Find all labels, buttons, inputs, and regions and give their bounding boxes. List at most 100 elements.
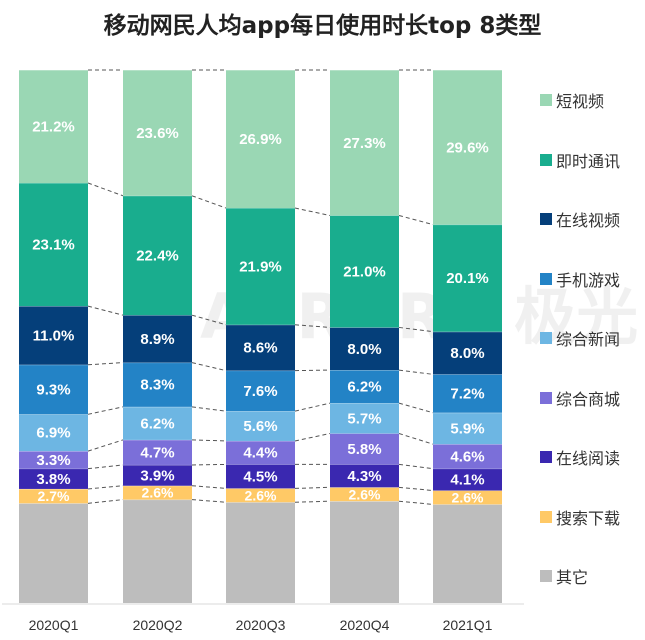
data-label: 4.7% (140, 444, 174, 461)
data-label: 6.9% (36, 425, 70, 442)
bar-segment (226, 324, 295, 371)
connector-line (87, 485, 124, 490)
connector-line (191, 485, 227, 489)
legend-item: 手机游戏 (540, 269, 620, 290)
data-label: 2.6% (349, 486, 381, 502)
bar-segment (330, 327, 399, 371)
connector-line (87, 499, 124, 504)
bar-segment (123, 439, 192, 465)
data-label: 4.5% (243, 468, 277, 485)
data-label: 2.6% (452, 489, 484, 505)
bar-segment (123, 406, 192, 440)
bar-segment (226, 440, 295, 465)
bars (19, 69, 502, 603)
x-tick-label: 2020Q3 (236, 617, 286, 633)
connector-line (294, 369, 331, 372)
connector-line (191, 362, 227, 372)
data-label: 23.6% (136, 125, 179, 142)
bar-segment (123, 499, 192, 603)
legend-item: 搜索下载 (540, 507, 620, 528)
bar-segment (433, 412, 502, 445)
data-label: 4.6% (450, 448, 484, 465)
bar-segment (19, 414, 88, 452)
connector-line (191, 314, 227, 326)
bar-segment (19, 451, 88, 469)
data-label: 3.3% (36, 452, 70, 469)
connector-line (294, 500, 331, 503)
data-label: 8.3% (140, 377, 174, 394)
bar-segment (226, 502, 295, 603)
x-tick-labels: 2020Q1 2020Q2 2020Q3 2020Q4 2021Q1 (29, 617, 493, 633)
data-label: 21.0% (343, 263, 386, 280)
bar-segment (330, 370, 399, 404)
legend-swatch (540, 153, 552, 166)
legend-swatch (540, 510, 552, 523)
legend-label: 在线阅读 (556, 449, 621, 468)
legend-label: 在线视频 (556, 211, 621, 230)
data-label: 5.8% (347, 441, 381, 458)
connector-line (294, 207, 331, 216)
bar-segment (123, 315, 192, 363)
chart-title: 移动网民人均app每日使用时长top 8类型 (103, 13, 542, 39)
data-label: 21.9% (239, 258, 282, 275)
connector-line (87, 362, 124, 366)
data-label: 2.6% (245, 487, 277, 503)
bar-segment (433, 468, 502, 491)
legend-swatch (540, 451, 552, 463)
legend-swatch (540, 272, 552, 285)
data-label: 20.1% (446, 270, 489, 287)
data-label: 8.0% (347, 341, 381, 358)
legend-swatch (540, 570, 552, 582)
bar-segment (226, 70, 295, 209)
bar-segment (433, 70, 502, 225)
legend-item: 在线阅读 (540, 447, 621, 468)
bar-segment (226, 488, 295, 503)
connector-line (398, 486, 434, 492)
connector-line (87, 182, 124, 197)
data-label: 3.8% (36, 471, 70, 488)
connector-line (294, 402, 331, 412)
data-label: 9.3% (36, 382, 70, 399)
bar-segment (226, 464, 295, 489)
connector-lines (87, 69, 434, 505)
legend-item: 综合商城 (540, 388, 620, 409)
bar-segment (433, 224, 502, 332)
legend-item: 综合新闻 (540, 328, 620, 349)
connector-line (294, 433, 331, 442)
data-label: 4.4% (243, 445, 277, 462)
legend-item: 其它 (540, 566, 588, 587)
bar-segment (19, 488, 88, 504)
bar-segment (123, 195, 192, 316)
bar-segment (433, 444, 502, 469)
data-label: 4.1% (450, 472, 484, 489)
bar-segment (19, 503, 88, 603)
legend-item: 在线视频 (540, 209, 621, 230)
bar-segment (123, 362, 192, 407)
bar-segment (330, 70, 399, 216)
x-tick-label: 2020Q4 (340, 617, 390, 633)
bar-segment (19, 306, 88, 365)
bar-segment (330, 487, 399, 502)
connector-line (87, 464, 124, 470)
x-tick-label: 2021Q1 (443, 617, 493, 633)
bar-segment (330, 215, 399, 328)
connector-line (398, 369, 434, 375)
bar-segment (19, 182, 88, 307)
connector-line (191, 499, 227, 503)
legend-swatch (540, 391, 552, 404)
data-label: 6.2% (140, 415, 174, 432)
data-label: 4.3% (347, 468, 381, 485)
bar-segment (330, 464, 399, 488)
bar-segment (433, 504, 502, 603)
bar-segment (123, 464, 192, 486)
legend-swatch (540, 213, 552, 225)
legend-swatch (540, 332, 552, 344)
connector-line (398, 402, 434, 414)
data-label: 2.6% (142, 485, 174, 501)
legend-label: 短视频 (556, 92, 605, 111)
data-label: 22.4% (136, 247, 179, 264)
data-labels: 2.7%3.8%3.3%6.9%9.3%11.0%23.1%21.2%2.6%3… (32, 118, 489, 505)
data-label: 23.1% (32, 237, 75, 254)
bar-segment (123, 70, 192, 196)
